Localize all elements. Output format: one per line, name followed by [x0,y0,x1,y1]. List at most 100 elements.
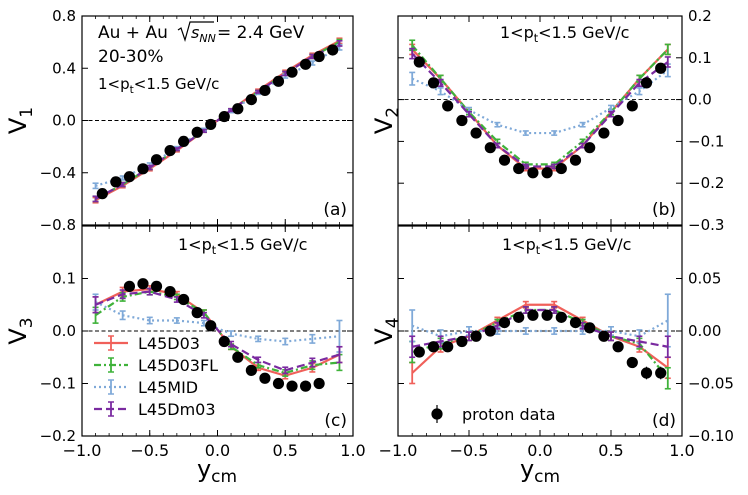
proton-data-point [272,377,285,390]
proton-data-point [598,127,610,139]
pt-range-label: 1<pt<1.5 GeV/c [98,75,219,96]
y-tick-label: −0.1 [40,375,76,393]
proton-data-point [527,309,539,321]
panel-b: −0.3 −0.2 −0.1 0.0 0.1 0.2 (b) V2 1<pt<1.5 GeV/c [370,7,724,234]
y-tick-label: 0.0 [52,112,76,130]
proton-data-point [232,351,244,363]
x-tick-label: −1.0 [379,441,418,460]
y-tick-label: 0.1 [52,270,76,288]
x-tick-label: −0.5 [450,441,489,460]
proton-data-point [541,167,553,179]
proton-data-point [655,62,667,74]
proton-data-point [286,380,298,392]
proton-data-point [191,126,203,138]
panel-frame [81,15,354,226]
y-tick-label: 0.00 [688,322,721,340]
legend-label: L45MID [138,378,198,397]
series-line-l45d03fl [411,44,669,166]
proton-data-point [110,176,122,188]
proton-data-point [218,110,230,123]
pt-range-label: 1<pt<1.5 GeV/c [502,235,631,257]
proton-data-point [484,142,496,154]
proton-data-point [584,142,596,154]
proton-data-point [299,58,312,70]
series-line-l45dm03 [411,52,669,168]
energy-label: = 2.4 GeV [217,23,305,43]
proton-data-point [191,307,203,319]
proton-data-point [259,372,271,384]
series-line-l45dm03 [412,308,668,348]
y-tick-label: −0.1 [688,132,724,150]
proton-data-point [456,335,468,348]
proton-data-point [245,364,257,376]
y-tick-label: −0.8 [40,216,76,234]
x-axis-label: ycm [520,455,560,487]
x-tick-label: −1.0 [63,441,102,460]
proton-data-point [413,56,425,68]
proton-data-point [96,188,108,200]
y-axis-label: V4 [370,317,403,344]
proton-data-point [612,114,624,127]
y-axis-label: V1 [4,107,37,134]
proton-data-point [456,114,468,127]
series-line-l45mid [95,301,340,343]
y-axis-label: V3 [4,317,37,344]
proton-data-point [178,293,190,306]
y-tick-label: −0.2 [40,427,76,445]
y-tick-label: 0.8 [52,7,76,25]
proton-data-point [150,154,163,166]
y-tick-label: 0.05 [688,270,721,288]
proton-data-point [541,309,553,321]
proton-data-point [137,163,149,175]
system-label: Au + Au [98,23,168,43]
series-line-l45dm03 [95,290,340,372]
proton-data-point [555,162,567,175]
panel-label: (d) [652,411,676,431]
legend-label: L45Dm03 [138,400,216,419]
proton-data-point [164,144,176,157]
x-tick-label: −0.5 [130,441,169,460]
data-legend: proton data [431,405,556,424]
proton-data-point [498,317,511,329]
y-tick-label: 0.0 [52,322,76,340]
proton-data-point [150,280,163,292]
proton-data-point [178,135,190,147]
legend-label: L45D03 [138,334,200,353]
y-tick-label: −0.3 [688,216,724,234]
y-tick-label: −0.4 [40,164,76,182]
series-line-l45d03 [411,303,669,374]
proton-data-point [272,75,285,87]
legend-data-label: proton data [462,405,556,424]
x-tick-label: 1.0 [340,441,365,460]
x-tick-label: 0.0 [527,441,552,460]
x-tick-label: 1.0 [669,441,694,460]
panel-a: −0.8 −0.4 0.0 0.4 0.8 (a) V1 1<pt<1.5 GeV/c [4,7,354,234]
series-line-l45mid [95,46,341,187]
y-tick-label: 0.1 [688,49,712,67]
legend-label: L45D03FL [138,356,218,375]
proton-data-point [218,335,230,348]
y-tick-label: 0.2 [688,7,712,25]
proton-data-point [598,330,610,342]
y-tick-label: −0.10 [688,427,734,445]
panel-c: −1.0 −0.5 0.0 0.5 1.0 −0.2 −0.1 0.0 0.1 (c) V3 1<pt… [4,225,366,460]
proton-data-point [569,317,582,329]
collision-annotation: Au + Au sNN = 2.4 GeV 20-30% [98,21,305,67]
proton-data-point [470,127,482,139]
proton-data-point [286,66,298,78]
proton-data-point [427,341,440,353]
proton-data-point [299,380,312,392]
proton-data-point [626,100,638,112]
proton-data-point [442,341,454,353]
panel-d: −1.0 −0.5 0.0 0.5 1.0−0.10 −0.05 0.00 0.05 (d) V4… [370,225,734,460]
y-tick-label: 0.4 [52,59,76,77]
y-axis-label: V2 [370,107,403,134]
legend-data-marker [431,408,443,420]
proton-data-point [584,322,596,334]
proton-data-point [327,44,339,56]
panel-label: (c) [324,411,347,431]
x-tick-label: 0.5 [273,441,298,460]
proton-data-point [640,367,653,379]
proton-data-point [513,311,525,323]
series-line-l45dm03 [95,42,340,200]
